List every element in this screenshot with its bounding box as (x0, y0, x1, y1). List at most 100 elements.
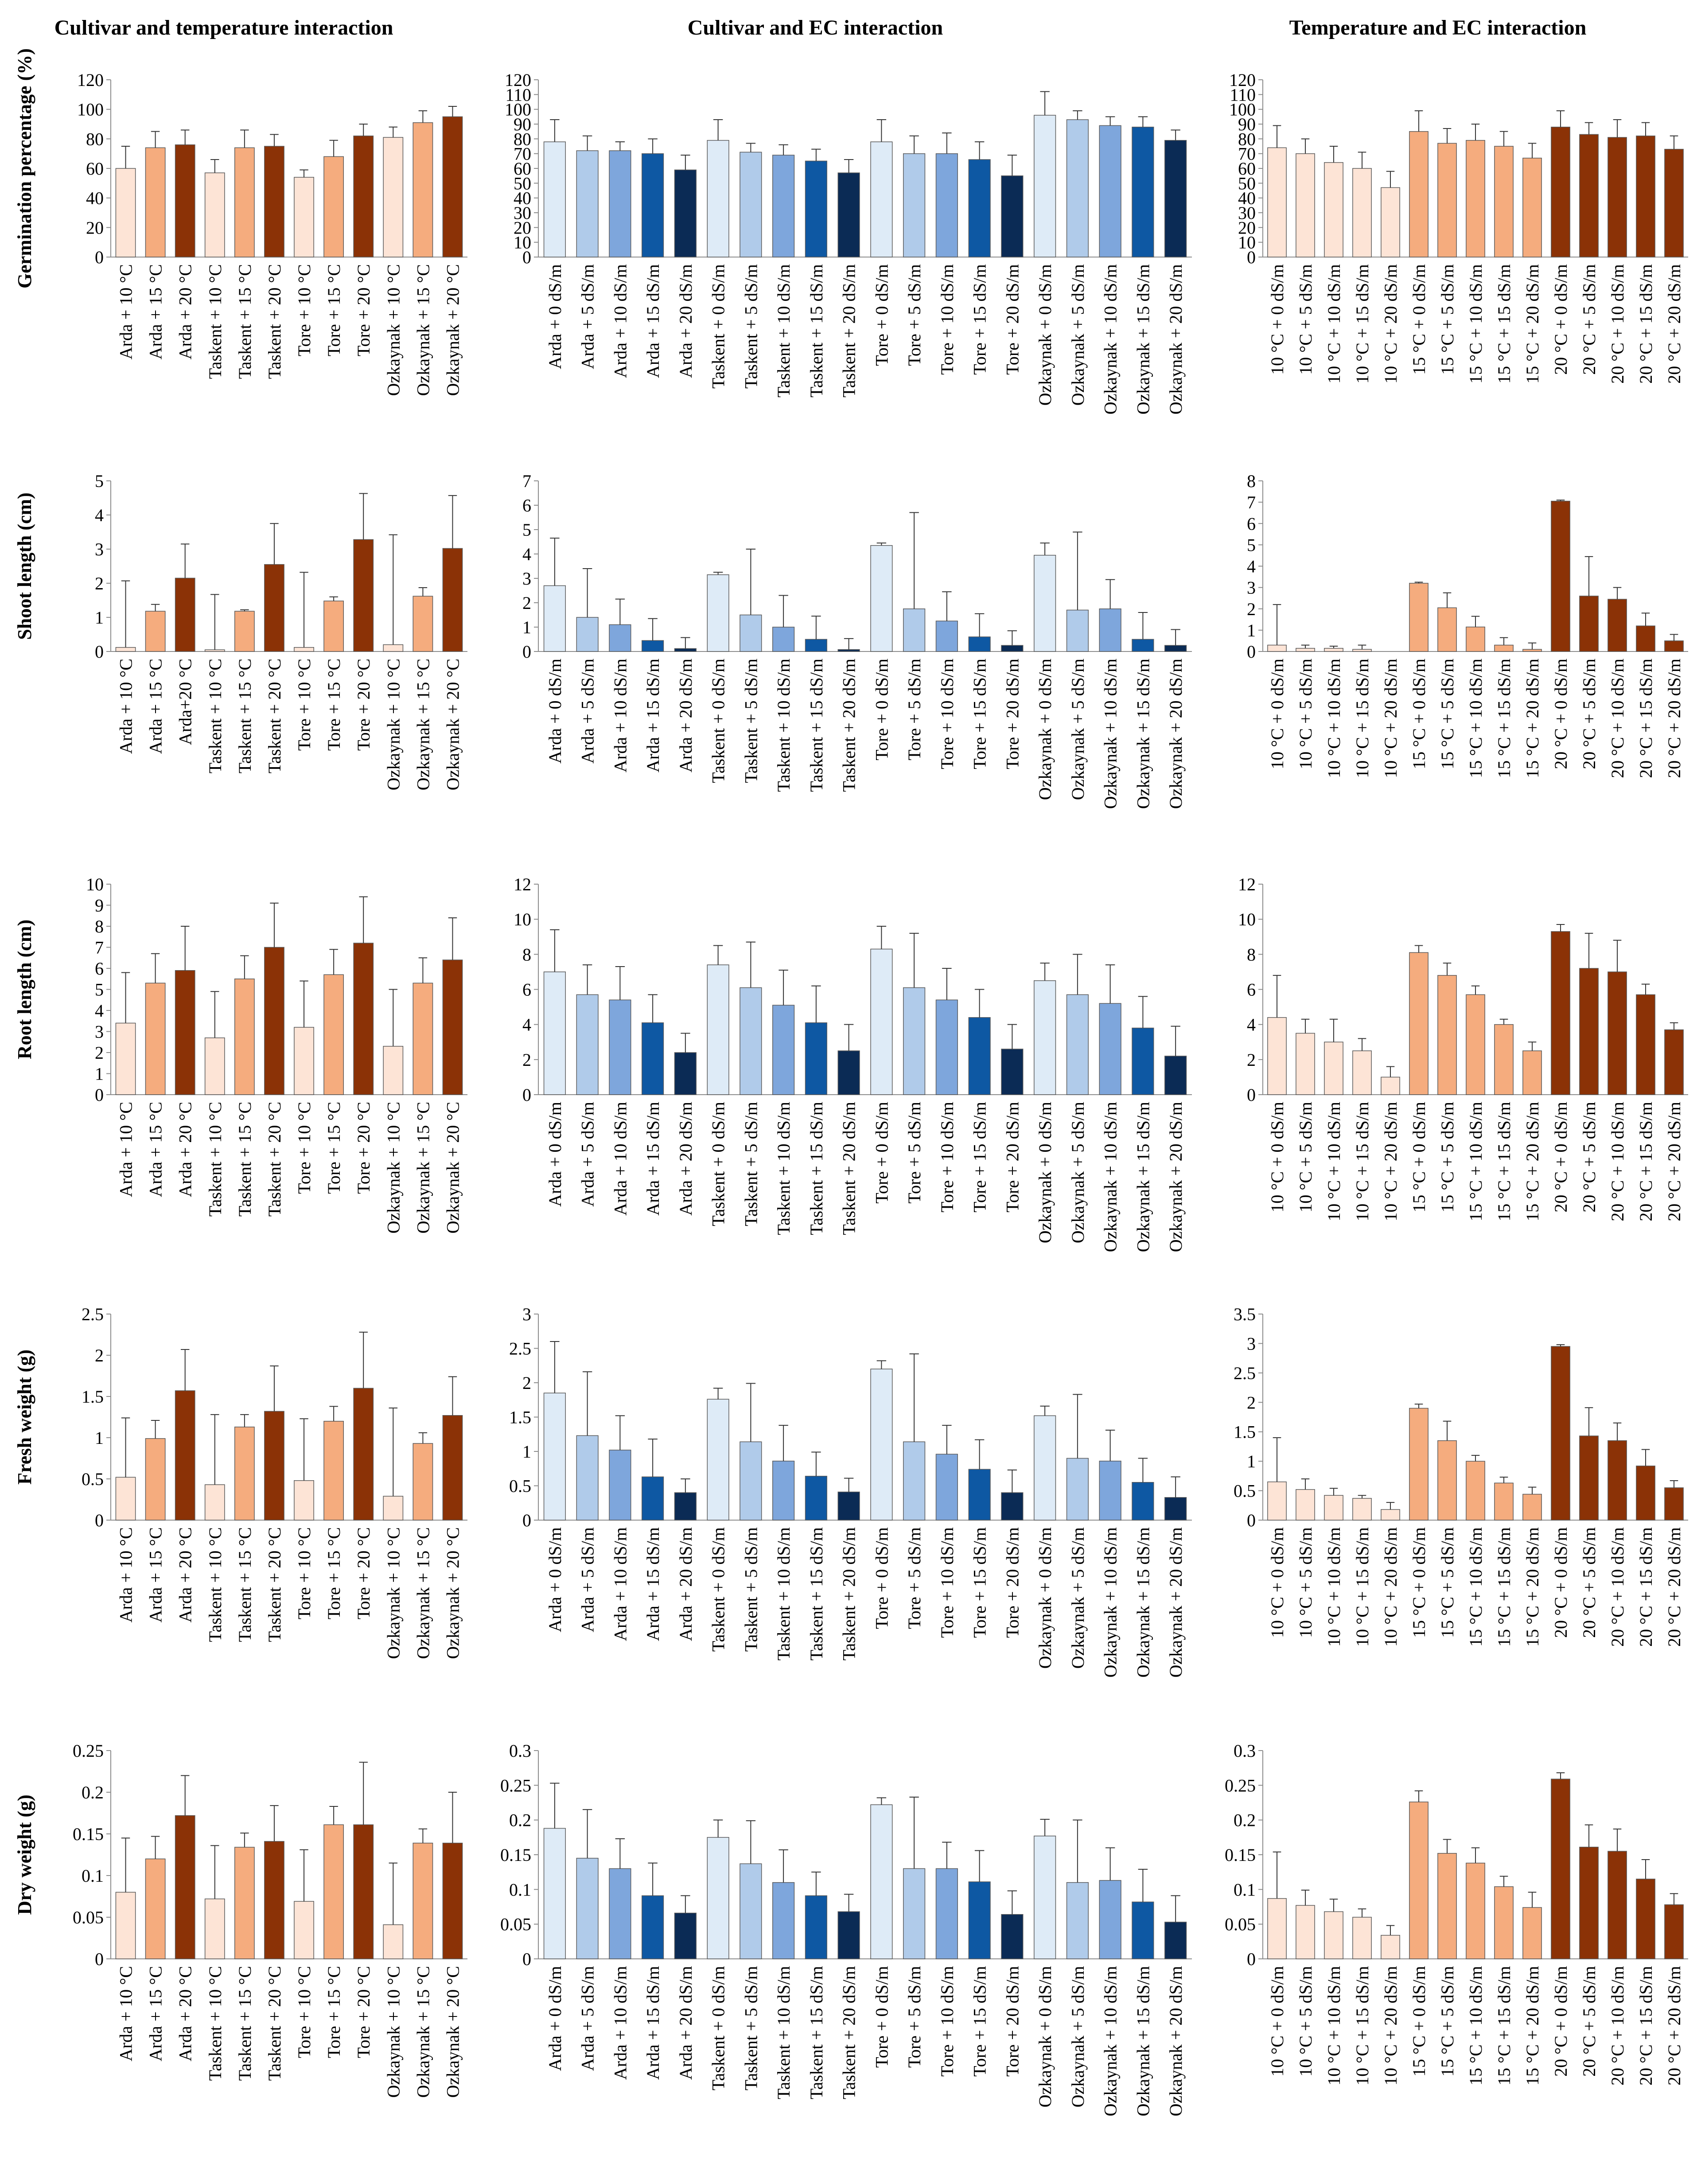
x-tick-label: Tore + 5 dS/m (904, 1102, 924, 1204)
x-tick-label: Taskent + 20 dS/m (839, 264, 859, 398)
y-tick-label: 0 (95, 642, 104, 662)
x-tick-label: Tore + 0 dS/m (872, 264, 891, 366)
x-tick-label: 10 °C + 10 dS/m (1324, 1966, 1344, 2086)
bar (870, 1369, 893, 1521)
bar (1296, 648, 1315, 652)
y-tick-label: 0.05 (73, 1907, 104, 1927)
bar (642, 1895, 664, 1959)
x-tick-label: Arda + 15 °C (146, 1527, 166, 1622)
bar (576, 1858, 599, 1959)
column-titles: Cultivar and temperature interaction Cul… (54, 16, 1587, 39)
x-tick-label: Taskent + 15 dS/m (806, 1102, 826, 1235)
bar (935, 153, 958, 257)
x-tick-label: Arda + 0 dS/m (545, 1527, 565, 1632)
x-tick-label: Ozkaynak + 15 °C (413, 659, 433, 790)
x-tick-label: Ozkaynak + 20 dS/m (1166, 659, 1186, 809)
bar (1099, 1880, 1121, 1959)
y-tick-label: 2 (522, 1050, 531, 1070)
bar (1551, 1778, 1570, 1959)
y-tick-label: 70 (1238, 144, 1256, 164)
bar (1164, 1056, 1187, 1095)
y-tick-label: 0.25 (500, 1775, 531, 1795)
bar (1381, 1076, 1400, 1095)
x-tick-label: Ozkaynak + 15 °C (413, 1966, 433, 2098)
chart-panel: 0 0.05 0.1 0.15 0.2 0.25 0.3 Arda + 0 dS/m Arda … (500, 1741, 1192, 2116)
y-tick-label: 7 (95, 938, 104, 958)
bar (1636, 1879, 1655, 1959)
x-tick-label: Tore + 10 dS/m (937, 1102, 957, 1213)
x-tick-label: Tore + 5 dS/m (904, 264, 924, 366)
x-tick-label: Taskent + 10 dS/m (774, 659, 794, 792)
bar (1381, 187, 1400, 257)
bar (1381, 1934, 1400, 1959)
y-tick-label: 3 (95, 1022, 104, 1042)
x-tick-label: Tore + 20 dS/m (1002, 264, 1022, 375)
y-tick-label: 6 (95, 959, 104, 979)
y-tick-label: 0 (1247, 1510, 1256, 1530)
x-tick-label: Ozkaynak + 0 dS/m (1035, 1102, 1055, 1243)
bar (1132, 639, 1154, 652)
bar (1437, 607, 1457, 652)
x-tick-label: Taskent + 15 dS/m (806, 1527, 826, 1661)
bar (1466, 1461, 1485, 1521)
bar (323, 1824, 344, 1959)
bar (323, 974, 344, 1095)
bar (1099, 1003, 1121, 1095)
y-tick-label: 0.1 (82, 1866, 104, 1886)
x-tick-label: Ozkaynak + 10 dS/m (1101, 264, 1121, 414)
chart-panel: 0 2 4 6 8 10 12 10 °C + 0 dS/m 10 °C + 5 dS/m 10 … (1238, 874, 1688, 1221)
bar (1522, 157, 1542, 257)
bar (1636, 994, 1655, 1095)
y-axis-title: Dry weight (g) (14, 1794, 35, 1915)
x-tick-label: Ozkaynak + 15 dS/m (1133, 659, 1153, 809)
bar (204, 1037, 225, 1095)
bar (1494, 1886, 1514, 1959)
x-tick-label: 20 °C + 10 dS/m (1608, 659, 1627, 778)
x-tick-label: Tore + 20 °C (354, 1102, 374, 1194)
x-tick-label: Ozkaynak + 15 °C (413, 1102, 433, 1233)
bar (294, 177, 314, 257)
x-tick-label: Tore + 20 °C (354, 264, 374, 356)
bar (1494, 1482, 1514, 1521)
x-tick-label: Arda + 5 dS/m (578, 659, 598, 764)
bar (1664, 1487, 1684, 1521)
y-tick-label: 8 (522, 944, 531, 964)
x-tick-label: 10 °C + 15 dS/m (1352, 1102, 1372, 1221)
bar (1001, 645, 1024, 652)
x-tick-label: Arda + 20 dS/m (676, 1527, 696, 1641)
x-tick-label: Arda + 0 dS/m (545, 659, 565, 764)
bar (1066, 609, 1089, 652)
x-tick-label: 20 °C + 15 dS/m (1636, 1966, 1656, 2086)
bar (115, 1892, 136, 1959)
bar (772, 1882, 795, 1959)
bar (1664, 1029, 1684, 1095)
y-tick-label: 2 (95, 1043, 104, 1063)
bar (1579, 596, 1599, 652)
x-tick-label: 20 °C + 0 dS/m (1551, 1102, 1571, 1213)
y-tick-label: 5 (95, 471, 104, 491)
x-tick-label: 15 °C + 10 dS/m (1466, 264, 1486, 384)
chart-panel: 0 0.5 1 1.5 2 2.5 3 3.5 10 °C + 0 dS/m 10 °C + 5 … (1234, 1304, 1688, 1647)
bar (968, 1469, 991, 1521)
x-tick-label: 10 °C + 0 dS/m (1267, 1966, 1287, 2077)
bar (383, 644, 404, 652)
x-tick-label: Arda + 10 dS/m (610, 264, 630, 378)
x-tick-label: Ozkaynak + 10 °C (383, 264, 403, 396)
bar (935, 1868, 958, 1959)
bar (1001, 175, 1024, 257)
bar (442, 116, 463, 257)
bar (805, 639, 827, 652)
x-tick-label: 15 °C + 0 dS/m (1409, 1966, 1429, 2077)
chart-panel: Shoot length (cm) 0 1 2 3 4 5 Arda + 10 °C Arda … (14, 471, 467, 790)
y-tick-label: 4 (95, 505, 104, 525)
y-tick-label: 3 (1247, 1334, 1256, 1353)
y-tick-label: 20 (1238, 218, 1256, 238)
bar (772, 1005, 795, 1095)
bar (1466, 626, 1485, 652)
y-tick-label: 2.5 (82, 1304, 104, 1324)
bar (1636, 1466, 1655, 1521)
x-tick-label: 20 °C + 15 dS/m (1636, 1527, 1656, 1647)
bar (1034, 1415, 1056, 1521)
x-tick-label: Taskent + 20 °C (265, 1102, 284, 1217)
bar (740, 152, 762, 257)
